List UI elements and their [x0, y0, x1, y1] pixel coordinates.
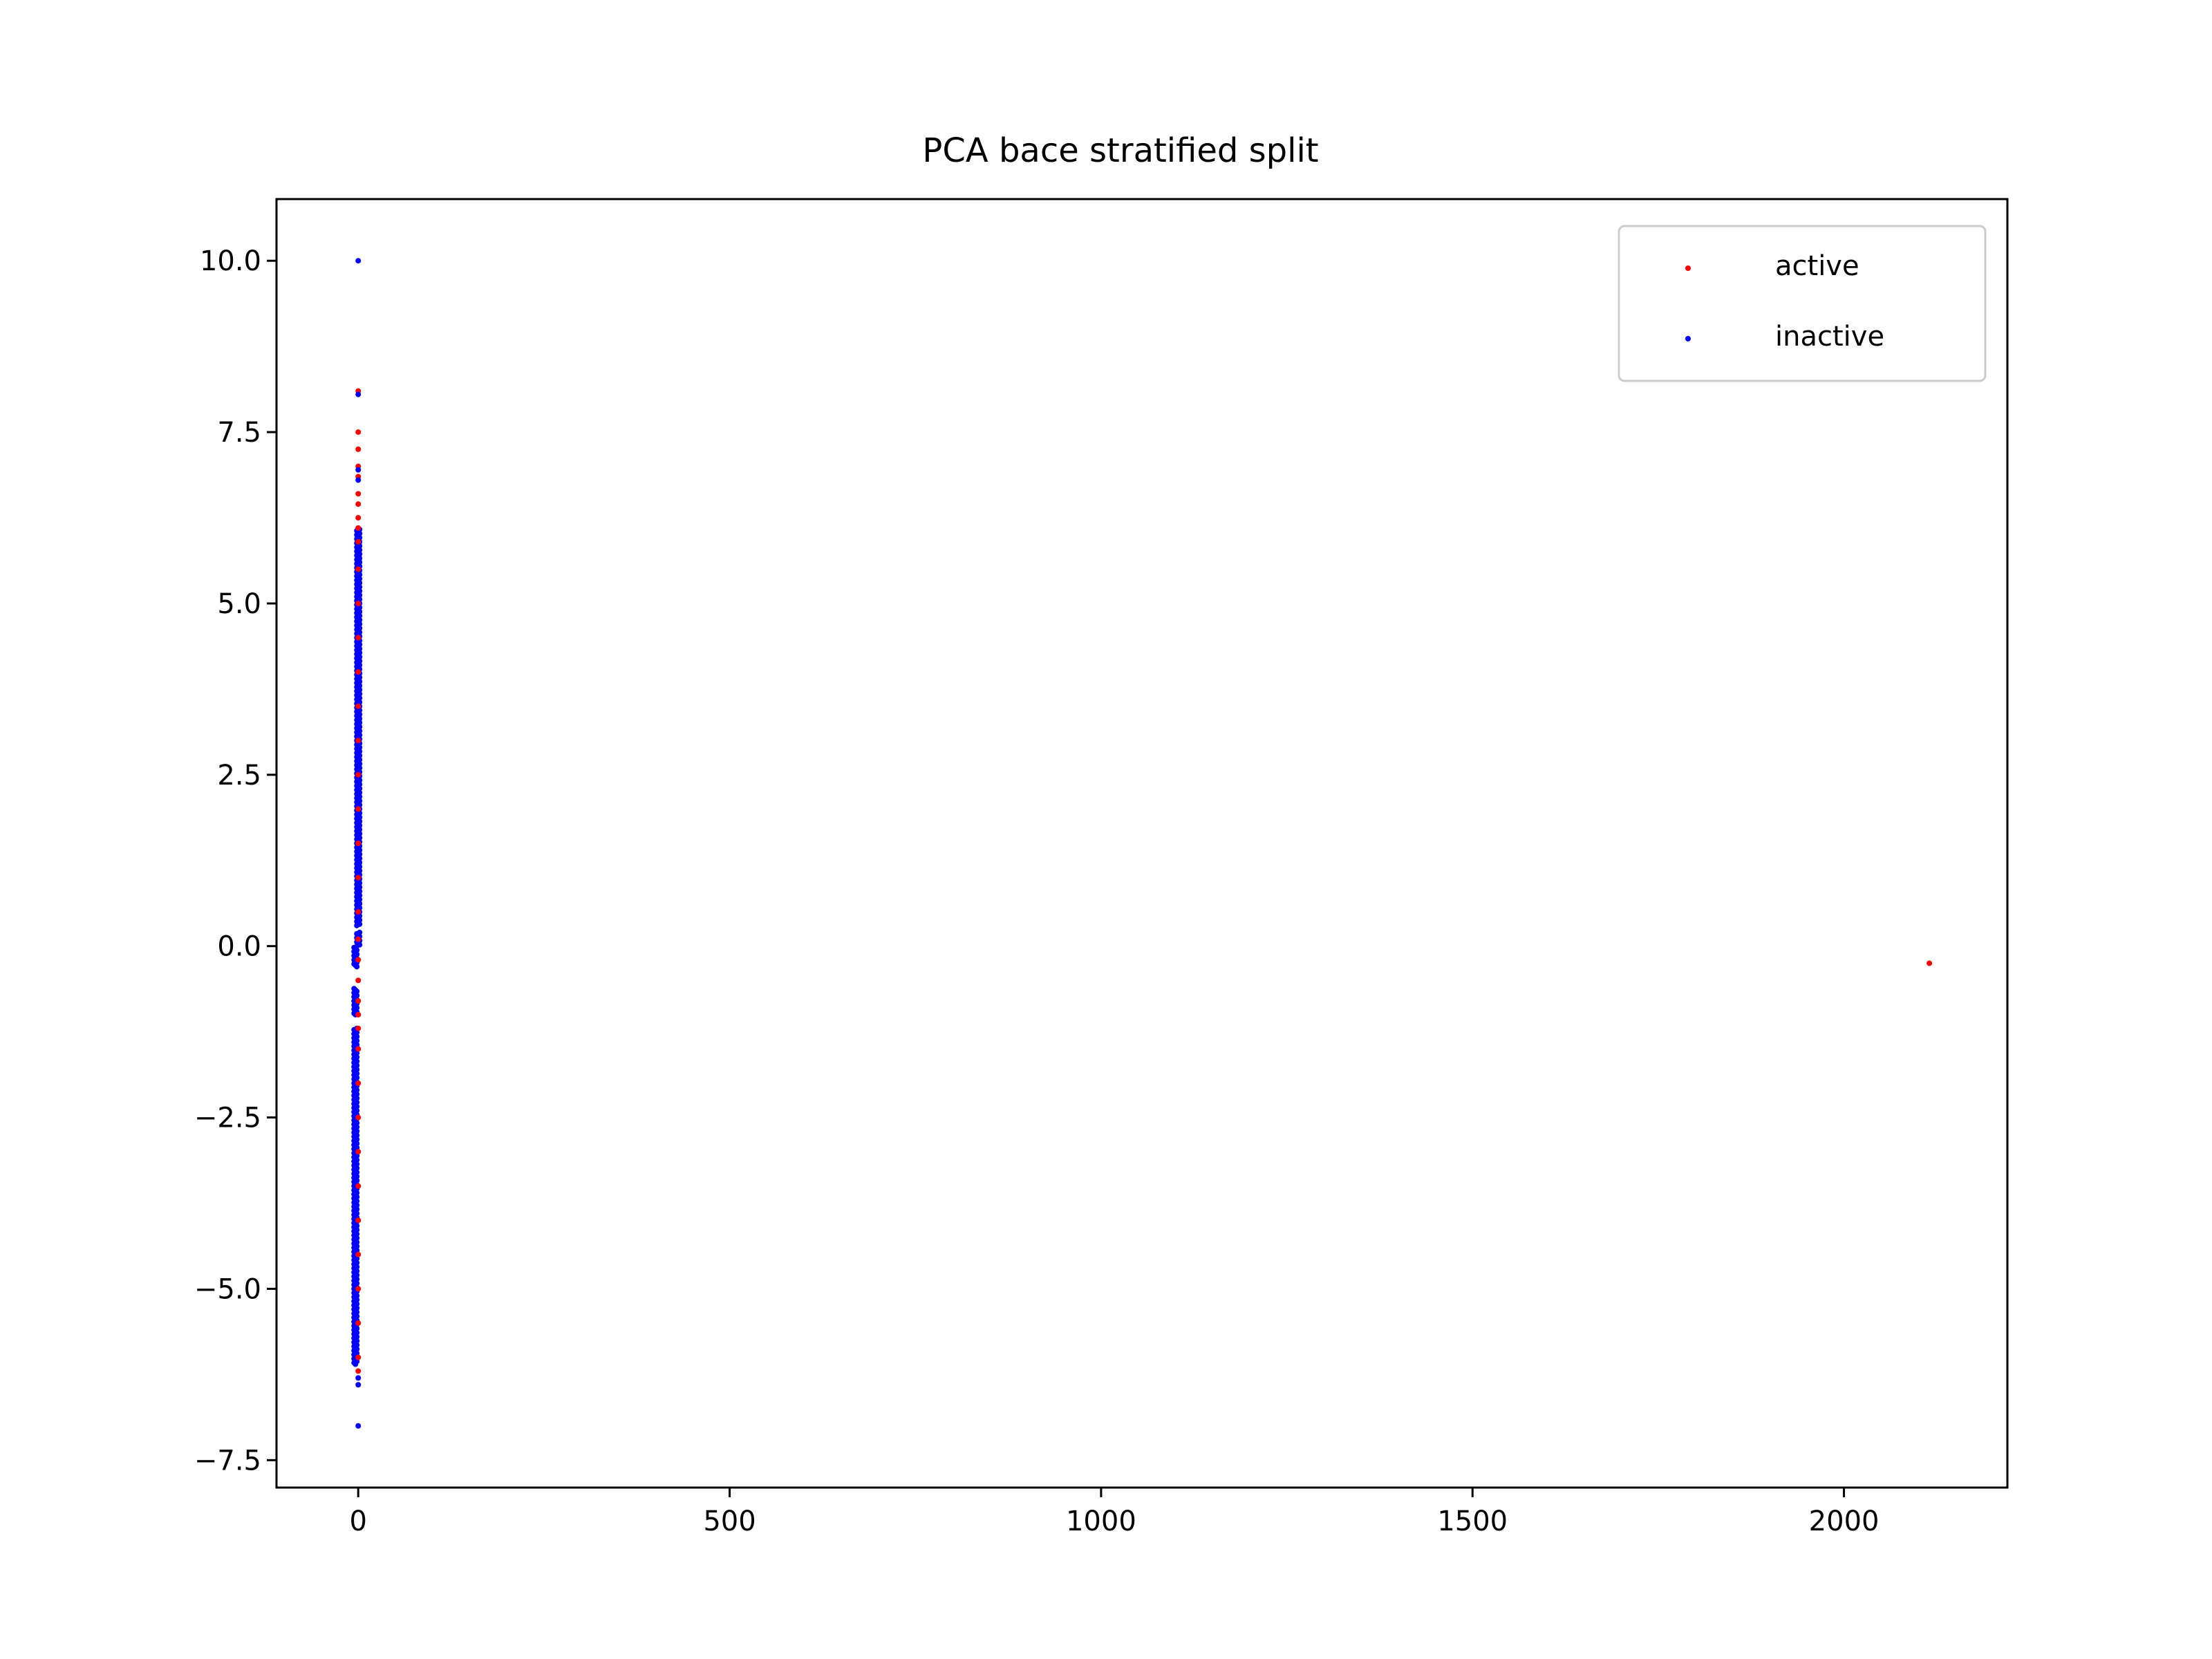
data-point-active — [355, 515, 362, 521]
data-point-active — [355, 501, 362, 507]
legend: active inactive — [1618, 225, 1987, 382]
x-tick-label: 0 — [349, 1506, 366, 1537]
data-point-active — [355, 1183, 362, 1189]
data-point-active — [355, 1011, 362, 1018]
data-point-inactive — [351, 986, 357, 992]
data-point-inactive — [355, 467, 362, 473]
data-point-inactive — [355, 1423, 362, 1429]
data-point-active — [355, 1114, 362, 1121]
legend-marker-active — [1685, 265, 1691, 271]
data-point-active — [355, 977, 362, 984]
x-tick-label: 1000 — [1066, 1506, 1136, 1537]
legend-label-inactive: inactive — [1775, 321, 1884, 353]
data-point-active — [355, 998, 362, 1004]
data-point-inactive — [355, 1382, 362, 1388]
legend-box — [1618, 225, 1987, 382]
data-point-active — [355, 538, 362, 545]
chart-title: PCA bace stratified split — [922, 131, 1318, 170]
data-point-inactive — [355, 477, 362, 483]
x-tick-label: 2000 — [1809, 1506, 1880, 1537]
data-point-active — [355, 1025, 362, 1031]
data-point-active — [355, 936, 362, 942]
data-point-inactive — [355, 258, 362, 264]
data-point-active — [355, 635, 362, 641]
data-point-active — [355, 841, 362, 846]
plot-frame — [275, 198, 2009, 1489]
y-tick-label: 7.5 — [217, 417, 261, 449]
data-point-active — [355, 771, 362, 778]
data-point-active — [355, 566, 362, 572]
x-tick-label: 500 — [703, 1506, 756, 1537]
plot-area — [351, 258, 1933, 1429]
data-point-active — [355, 909, 362, 915]
data-point-active — [355, 874, 362, 881]
data-point-active — [355, 446, 362, 452]
y-tick-label: 5.0 — [217, 588, 261, 620]
data-point-active — [355, 525, 362, 531]
data-point-active — [355, 806, 362, 812]
data-point-inactive — [355, 391, 362, 397]
data-point-active — [355, 1368, 362, 1374]
data-point-active — [355, 669, 362, 675]
data-point-active — [355, 600, 362, 606]
data-point-active — [355, 429, 362, 435]
data-point-active — [355, 703, 362, 709]
x-tick-label: 1500 — [1437, 1506, 1508, 1537]
data-point-active — [355, 957, 362, 963]
y-tick-label: 10.0 — [200, 245, 261, 277]
y-axis: 10.0 7.5 5.0 2.5 0.0 −2.5 −5.0 −7.5 — [194, 245, 276, 1477]
data-point-active — [355, 1354, 362, 1360]
data-point-active — [1927, 960, 1933, 966]
data-point-inactive — [357, 929, 363, 935]
data-point-active — [355, 491, 362, 497]
y-tick-label: −2.5 — [194, 1103, 261, 1134]
data-point-active — [355, 738, 362, 744]
legend-marker-inactive — [1685, 336, 1691, 341]
data-point-active — [355, 1286, 362, 1292]
data-point-active — [355, 1149, 362, 1155]
x-axis: 0 500 1000 1500 2000 — [349, 1488, 1879, 1537]
y-tick-label: −7.5 — [194, 1445, 261, 1477]
y-tick-label: −5.0 — [194, 1273, 261, 1305]
y-tick-label: 0.0 — [217, 931, 261, 963]
data-point-active — [355, 1217, 362, 1224]
data-point-active — [355, 1251, 362, 1257]
data-point-active — [355, 1046, 362, 1052]
data-point-active — [355, 1080, 362, 1087]
data-point-active — [355, 1320, 362, 1327]
legend-label-active: active — [1775, 250, 1859, 282]
y-tick-label: 2.5 — [217, 760, 261, 791]
data-point-inactive — [355, 1375, 362, 1381]
